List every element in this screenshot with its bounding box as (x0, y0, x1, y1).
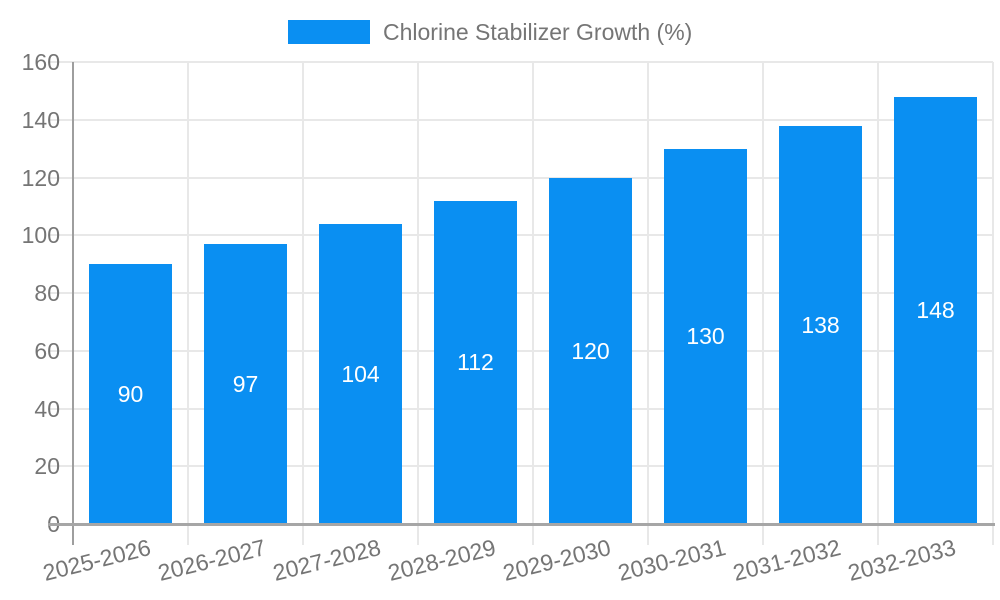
x-gridline (417, 62, 419, 545)
bar-value-label: 130 (686, 323, 725, 350)
x-gridline (302, 62, 304, 545)
bar[interactable] (894, 96, 977, 524)
bar[interactable] (204, 243, 287, 524)
bar[interactable] (89, 264, 172, 524)
bar-value-label: 120 (571, 337, 610, 364)
y-gridline (48, 118, 993, 121)
legend-swatch (288, 20, 370, 44)
bar-value-label: 148 (916, 297, 955, 324)
y-gridline (48, 292, 993, 294)
bar[interactable] (319, 223, 402, 524)
y-gridline (48, 234, 993, 237)
x-axis-label: 2030-2031 (614, 534, 728, 586)
legend-label: Chlorine Stabilizer Growth (%) (383, 19, 693, 45)
y-axis-line (72, 62, 74, 545)
x-gridline (647, 62, 649, 545)
y-axis-tick-label: 140 (21, 106, 60, 133)
y-gridline (48, 407, 993, 410)
y-gridline (48, 176, 993, 179)
bar-value-label: 104 (341, 360, 380, 387)
y-axis-tick-label: 80 (34, 280, 60, 306)
y-gridline (48, 349, 993, 352)
x-axis-label: 2026-2027 (154, 534, 268, 586)
x-axis-label: 2029-2030 (499, 534, 613, 586)
bar-value-label: 138 (801, 311, 840, 338)
x-gridline (187, 62, 189, 545)
y-axis-tick-label: 40 (34, 395, 60, 422)
y-axis-tick-label: 120 (21, 164, 60, 191)
x-axis-label: 2027-2028 (269, 534, 383, 586)
bar[interactable] (664, 148, 747, 524)
y-axis-tick-label: 60 (34, 337, 60, 364)
bar-value-label: 97 (232, 370, 259, 397)
y-gridline (48, 465, 993, 468)
x-gridline (762, 62, 764, 545)
x-axis-line (48, 523, 995, 526)
x-axis-label: 2031-2032 (729, 534, 843, 586)
x-axis-label: 2032-2033 (844, 534, 958, 586)
x-gridline (877, 62, 879, 545)
y-axis-tick-label: 160 (21, 49, 60, 75)
bar-value-label: 112 (457, 349, 494, 376)
x-axis-label: 2028-2029 (384, 534, 498, 586)
x-gridline (992, 62, 994, 545)
bar[interactable] (434, 200, 517, 524)
bar-value-label: 90 (117, 381, 144, 408)
y-gridline (48, 61, 993, 63)
x-axis-label: 2025-2026 (39, 534, 153, 586)
x-gridline (532, 62, 534, 545)
legend: Chlorine Stabilizer Growth (%) (288, 20, 692, 44)
bar[interactable] (779, 125, 862, 524)
y-axis-tick-label: 20 (34, 453, 60, 480)
y-axis-tick-label: 100 (21, 222, 60, 249)
bar[interactable] (549, 177, 632, 524)
